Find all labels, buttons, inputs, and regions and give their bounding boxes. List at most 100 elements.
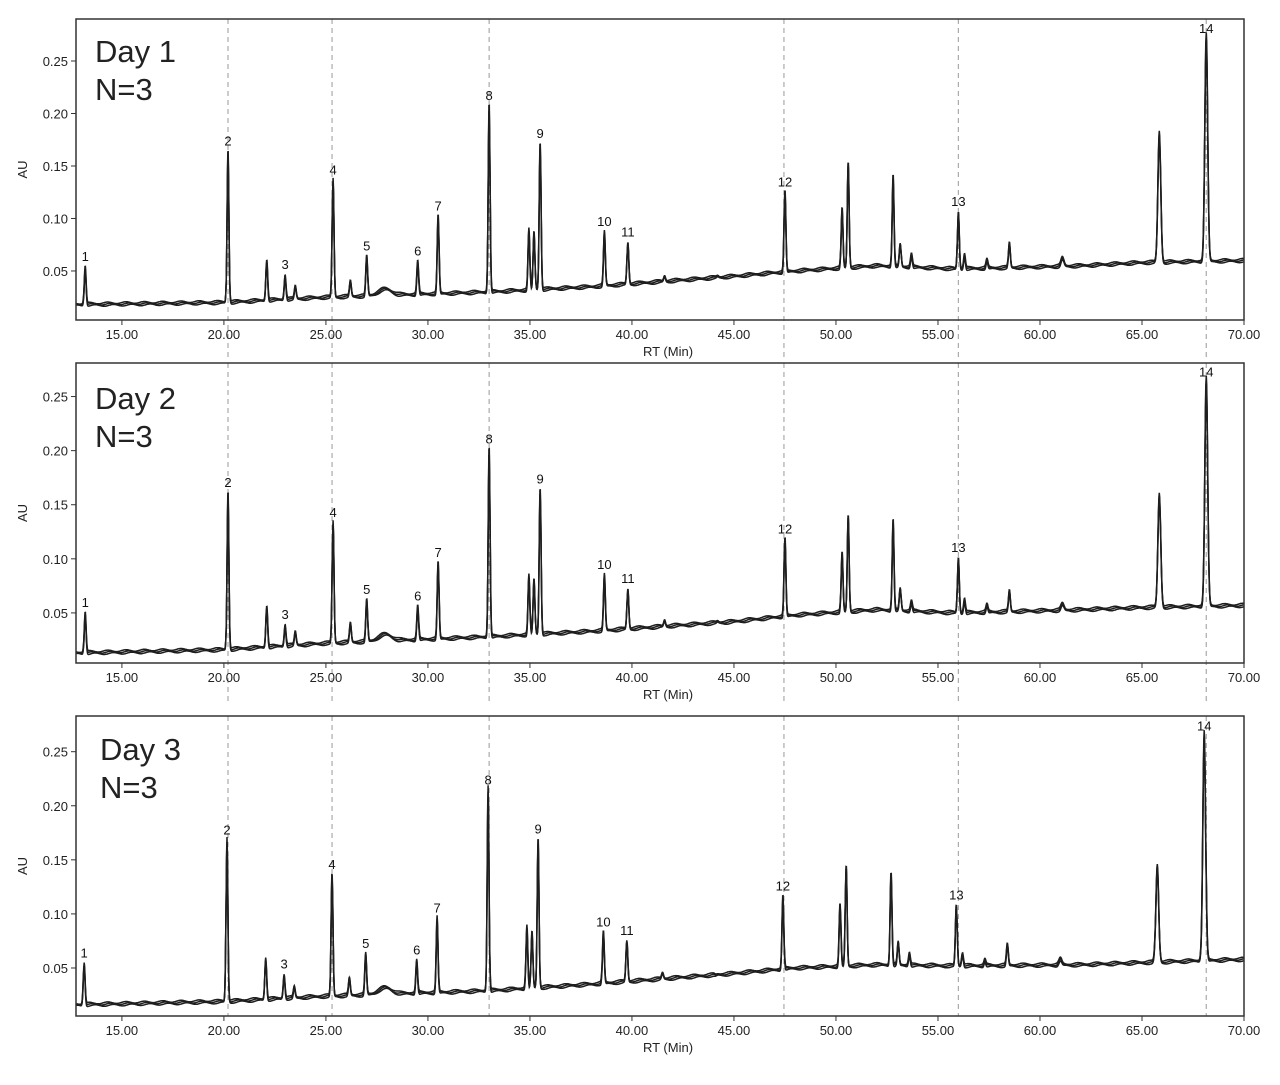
x-tick-label: 55.00 bbox=[922, 327, 955, 342]
peak-label: 5 bbox=[362, 936, 369, 951]
peak-label: 1 bbox=[81, 946, 88, 961]
x-tick-label: 40.00 bbox=[616, 327, 649, 342]
y-tick-label: 0.20 bbox=[43, 106, 68, 121]
peak-label: 10 bbox=[597, 557, 611, 572]
x-tick-label: 65.00 bbox=[1126, 670, 1159, 685]
x-tick-label: 45.00 bbox=[718, 327, 751, 342]
peak-label: 6 bbox=[413, 942, 420, 957]
peak-label: 2 bbox=[224, 475, 231, 490]
x-tick-label: 35.00 bbox=[514, 1023, 547, 1038]
x-tick-label: 20.00 bbox=[208, 1023, 241, 1038]
x-tick-label: 45.00 bbox=[718, 1023, 751, 1038]
x-tick-label: 50.00 bbox=[820, 327, 853, 342]
x-tick-label: 70.00 bbox=[1228, 670, 1261, 685]
plot-frame bbox=[75, 715, 1245, 1017]
x-tick-label: 25.00 bbox=[310, 670, 343, 685]
panel-subtitle: N=3 bbox=[95, 72, 153, 107]
peak-label: 11 bbox=[621, 571, 635, 586]
panel-subtitle: N=3 bbox=[100, 770, 158, 805]
panel-title: Day 3 bbox=[100, 732, 181, 767]
x-tick-label: 25.00 bbox=[310, 327, 343, 342]
x-tick-label: 50.00 bbox=[820, 670, 853, 685]
peak-label: 7 bbox=[433, 900, 440, 915]
x-tick-label: 25.00 bbox=[310, 1023, 343, 1038]
y-tick-label: 0.25 bbox=[43, 54, 68, 69]
x-tick-label: 50.00 bbox=[820, 1023, 853, 1038]
peak-label: 8 bbox=[486, 432, 493, 447]
peak-label: 14 bbox=[1197, 719, 1211, 734]
x-tick-label: 30.00 bbox=[412, 327, 445, 342]
y-tick-label: 0.25 bbox=[43, 745, 68, 760]
trace-replicate-3 bbox=[75, 730, 1244, 1005]
y-tick-label: 0.15 bbox=[43, 498, 68, 513]
x-tick-label: 35.00 bbox=[514, 327, 547, 342]
y-axis-label: AU bbox=[15, 857, 30, 875]
plot-frame bbox=[75, 362, 1245, 664]
peak-label: 12 bbox=[778, 174, 792, 189]
x-axis-label: RT (Min) bbox=[643, 1040, 693, 1055]
x-tick-label: 60.00 bbox=[1024, 327, 1057, 342]
peak-label: 4 bbox=[329, 505, 336, 520]
peak-label: 8 bbox=[484, 773, 491, 788]
y-tick-label: 0.05 bbox=[43, 961, 68, 976]
y-tick-label: 0.25 bbox=[43, 390, 68, 405]
x-tick-label: 70.00 bbox=[1228, 327, 1261, 342]
x-tick-label: 15.00 bbox=[106, 327, 139, 342]
y-tick-label: 0.10 bbox=[43, 552, 68, 567]
peak-label: 2 bbox=[223, 822, 230, 837]
peak-label: 1 bbox=[82, 595, 89, 610]
x-tick-label: 20.00 bbox=[208, 327, 241, 342]
x-tick-label: 70.00 bbox=[1228, 1023, 1261, 1038]
peak-label: 11 bbox=[620, 923, 634, 938]
y-tick-label: 0.10 bbox=[43, 907, 68, 922]
peak-label: 7 bbox=[435, 198, 442, 213]
x-tick-label: 65.00 bbox=[1126, 1023, 1159, 1038]
peak-label: 4 bbox=[328, 857, 335, 872]
trace-replicate-2 bbox=[75, 383, 1244, 655]
x-tick-label: 20.00 bbox=[208, 670, 241, 685]
panel-title: Day 2 bbox=[95, 381, 176, 416]
x-tick-label: 65.00 bbox=[1126, 327, 1159, 342]
peak-label: 5 bbox=[363, 582, 370, 597]
trace-replicate-3 bbox=[75, 32, 1244, 305]
peak-label: 11 bbox=[621, 225, 635, 240]
peak-label: 3 bbox=[282, 607, 289, 622]
peak-label: 14 bbox=[1199, 21, 1213, 36]
peak-label: 6 bbox=[414, 244, 421, 259]
trace-replicate-3 bbox=[75, 375, 1244, 654]
panel-subtitle: N=3 bbox=[95, 419, 153, 454]
peak-label: 9 bbox=[534, 821, 541, 836]
peak-label: 9 bbox=[537, 126, 544, 141]
peak-label: 2 bbox=[224, 133, 231, 148]
peak-label: 8 bbox=[486, 88, 493, 103]
peak-label: 3 bbox=[282, 257, 289, 272]
y-tick-label: 0.20 bbox=[43, 799, 68, 814]
peak-label: 6 bbox=[414, 589, 421, 604]
peak-label: 13 bbox=[951, 194, 965, 209]
x-tick-label: 30.00 bbox=[412, 1023, 445, 1038]
x-tick-label: 40.00 bbox=[616, 1023, 649, 1038]
peak-label: 10 bbox=[596, 914, 610, 929]
peak-label: 14 bbox=[1199, 365, 1213, 380]
trace-replicate-1 bbox=[76, 745, 1244, 1008]
peak-label: 12 bbox=[778, 521, 792, 536]
x-tick-label: 55.00 bbox=[922, 670, 955, 685]
x-tick-label: 15.00 bbox=[106, 1023, 139, 1038]
y-tick-label: 0.05 bbox=[43, 264, 68, 279]
y-tick-label: 0.15 bbox=[43, 159, 68, 174]
x-tick-label: 55.00 bbox=[922, 1023, 955, 1038]
y-tick-label: 0.20 bbox=[43, 444, 68, 459]
plot-frame bbox=[75, 18, 1245, 321]
y-tick-label: 0.10 bbox=[43, 211, 68, 226]
panel-title: Day 1 bbox=[95, 34, 176, 69]
peak-label: 7 bbox=[435, 545, 442, 560]
peak-label: 13 bbox=[951, 540, 965, 555]
x-tick-label: 60.00 bbox=[1024, 670, 1057, 685]
x-tick-label: 35.00 bbox=[514, 670, 547, 685]
peak-label: 3 bbox=[280, 957, 287, 972]
y-tick-label: 0.05 bbox=[43, 606, 68, 621]
